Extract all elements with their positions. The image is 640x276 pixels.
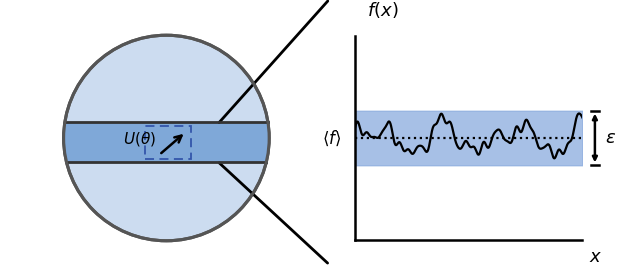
Text: $x$: $x$ [589,248,602,266]
Bar [45,122,287,162]
Text: $f(x)$: $f(x)$ [367,0,398,20]
Text: $\langle f\rangle$: $\langle f\rangle$ [322,128,342,148]
Text: $U(\theta)$: $U(\theta)$ [123,130,156,148]
Bar [145,126,191,158]
Text: $\varepsilon$: $\varepsilon$ [605,129,616,147]
Ellipse shape [63,35,269,241]
Ellipse shape [63,35,269,241]
